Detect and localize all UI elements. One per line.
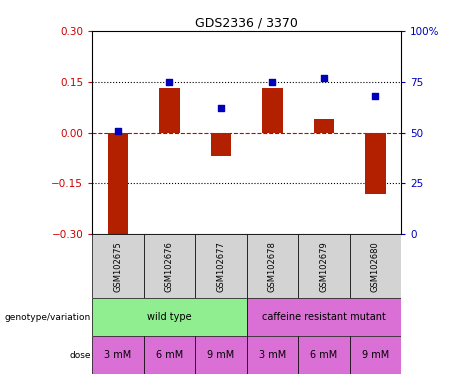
Bar	[92, 298, 247, 336]
Bar	[107, 132, 128, 234]
Text: 3 mM: 3 mM	[259, 350, 286, 360]
Bar	[92, 234, 144, 298]
Bar	[92, 336, 144, 374]
Bar	[365, 132, 385, 194]
Text: GSM102680: GSM102680	[371, 241, 380, 291]
Point	[320, 74, 327, 81]
Bar	[262, 88, 283, 132]
Point	[372, 93, 379, 99]
Bar	[247, 298, 401, 336]
Bar	[144, 336, 195, 374]
Bar	[195, 234, 247, 298]
Text: 3 mM: 3 mM	[104, 350, 131, 360]
Text: genotype/variation: genotype/variation	[5, 313, 91, 322]
Text: GSM102679: GSM102679	[319, 241, 328, 291]
Point	[166, 79, 173, 85]
Text: GSM102676: GSM102676	[165, 241, 174, 291]
Bar	[349, 234, 401, 298]
Text: 9 mM: 9 mM	[362, 350, 389, 360]
Text: dose: dose	[70, 351, 91, 360]
Text: 6 mM: 6 mM	[310, 350, 337, 360]
Bar	[298, 336, 349, 374]
Bar	[159, 88, 180, 132]
Bar	[247, 336, 298, 374]
Text: caffeine resistant mutant: caffeine resistant mutant	[262, 312, 386, 322]
Text: GSM102678: GSM102678	[268, 241, 277, 291]
Text: GSM102675: GSM102675	[113, 241, 123, 291]
Bar	[313, 119, 334, 132]
Point	[269, 79, 276, 85]
Text: wild type: wild type	[147, 312, 192, 322]
Bar	[211, 132, 231, 156]
Text: 6 mM: 6 mM	[156, 350, 183, 360]
Bar	[298, 234, 349, 298]
Bar	[247, 234, 298, 298]
Text: 9 mM: 9 mM	[207, 350, 235, 360]
Text: GSM102677: GSM102677	[216, 241, 225, 291]
Bar	[195, 336, 247, 374]
Bar	[349, 336, 401, 374]
Point	[114, 127, 122, 134]
Bar	[144, 234, 195, 298]
Point	[217, 105, 225, 111]
Title: GDS2336 / 3370: GDS2336 / 3370	[195, 17, 298, 30]
